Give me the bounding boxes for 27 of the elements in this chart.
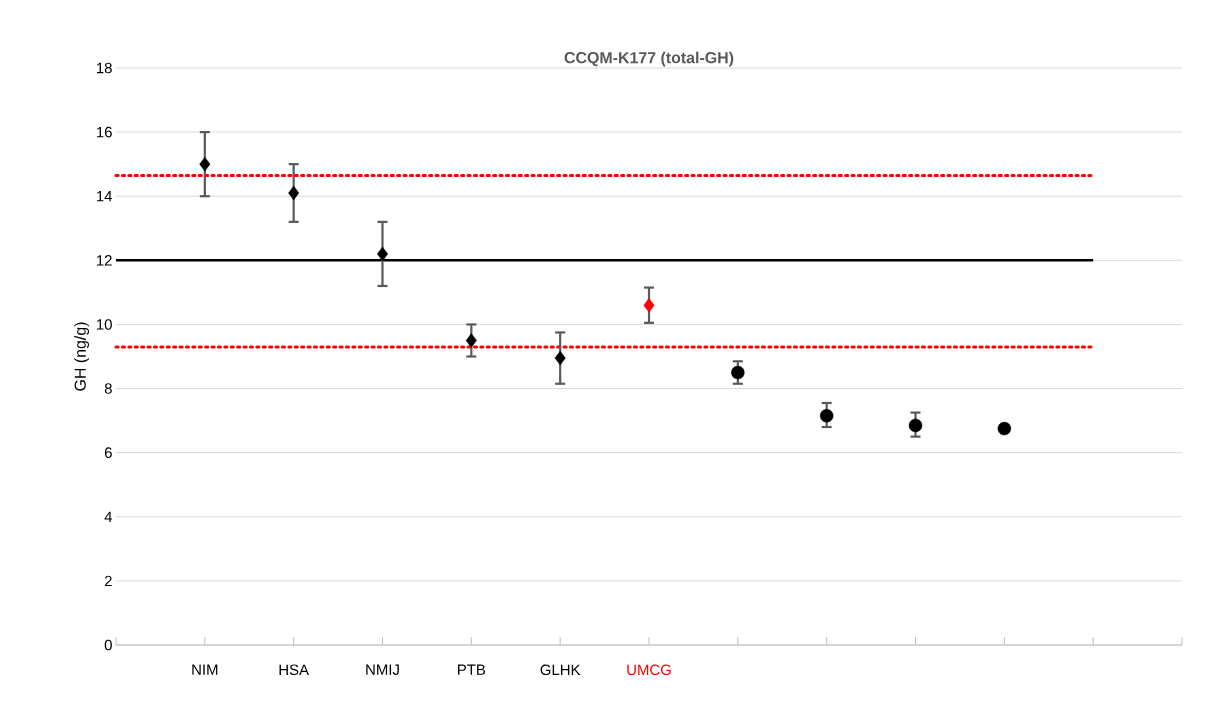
y-tick-label: 6 xyxy=(104,447,112,458)
y-tick-label: 14 xyxy=(97,191,113,202)
y-tick-label: 16 xyxy=(97,126,112,138)
chart-title: CCQM-K177 (total-GH) xyxy=(564,51,734,67)
y-tick-label: 8 xyxy=(104,383,112,394)
point xyxy=(554,350,566,366)
point xyxy=(643,298,655,313)
point xyxy=(465,333,477,348)
point xyxy=(908,418,923,433)
y-tick-label: 12 xyxy=(97,255,112,266)
y-tick-label: 2 xyxy=(104,575,112,587)
point xyxy=(199,156,211,172)
y-tick-label: 0 xyxy=(104,639,112,651)
x-tick-label: NIM xyxy=(192,664,218,675)
x-tick-label: HSA xyxy=(279,664,309,676)
x-tick-label: GLHK xyxy=(540,664,581,676)
x-tick-label: UMCG xyxy=(627,664,671,676)
point xyxy=(997,421,1012,436)
y-tick-label: 10 xyxy=(97,319,112,330)
y-axis-title: GH (ng/g) xyxy=(74,322,90,391)
x-tick-label: NMIJ xyxy=(366,664,399,675)
point xyxy=(819,409,834,423)
y-tick-label: 4 xyxy=(104,511,113,522)
point xyxy=(288,185,300,201)
y-tick-label: 18 xyxy=(97,62,112,74)
point xyxy=(731,365,745,380)
x-tick-label: PTB xyxy=(458,664,486,675)
